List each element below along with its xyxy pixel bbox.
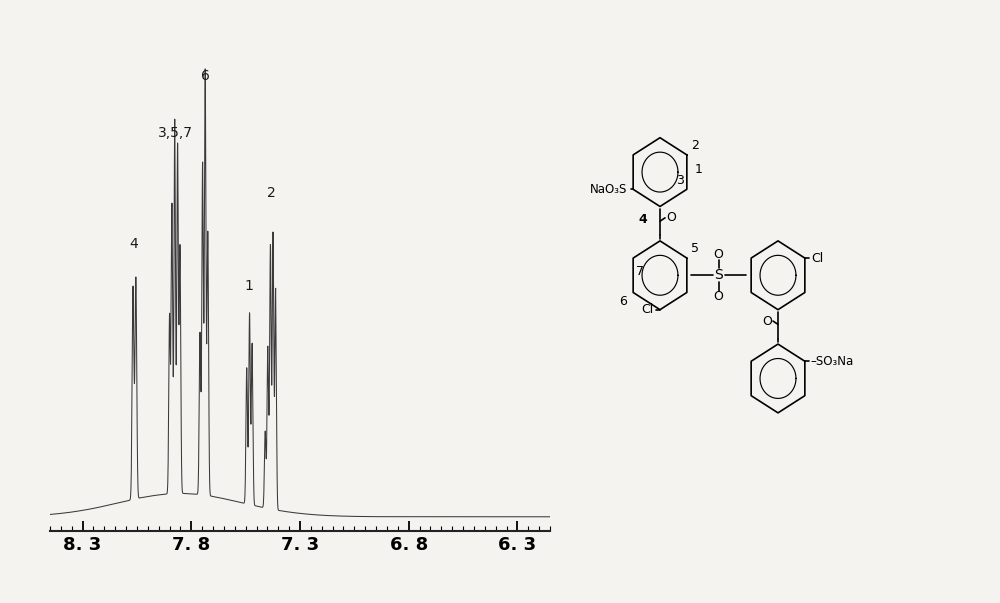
Text: NaO₃S: NaO₃S: [590, 183, 627, 196]
Text: O: O: [714, 248, 723, 260]
Text: 6: 6: [201, 69, 210, 83]
Text: O: O: [762, 315, 772, 327]
Text: 1: 1: [244, 279, 253, 293]
Text: 4: 4: [129, 237, 138, 251]
Text: Cl: Cl: [642, 303, 654, 316]
Text: 5: 5: [691, 242, 699, 255]
Text: Cl: Cl: [811, 251, 823, 265]
Text: 7: 7: [636, 265, 644, 278]
Text: 3: 3: [676, 174, 684, 186]
Text: O: O: [666, 212, 676, 224]
Text: 6: 6: [619, 295, 627, 308]
Text: S: S: [714, 268, 723, 282]
Text: O: O: [714, 290, 723, 303]
Text: –SO₃Na: –SO₃Na: [811, 355, 854, 368]
Text: 1: 1: [695, 163, 703, 176]
Text: 3,5,7: 3,5,7: [158, 127, 192, 140]
Text: 2: 2: [267, 186, 276, 200]
Text: 4: 4: [638, 213, 647, 226]
Text: 2: 2: [691, 139, 699, 152]
